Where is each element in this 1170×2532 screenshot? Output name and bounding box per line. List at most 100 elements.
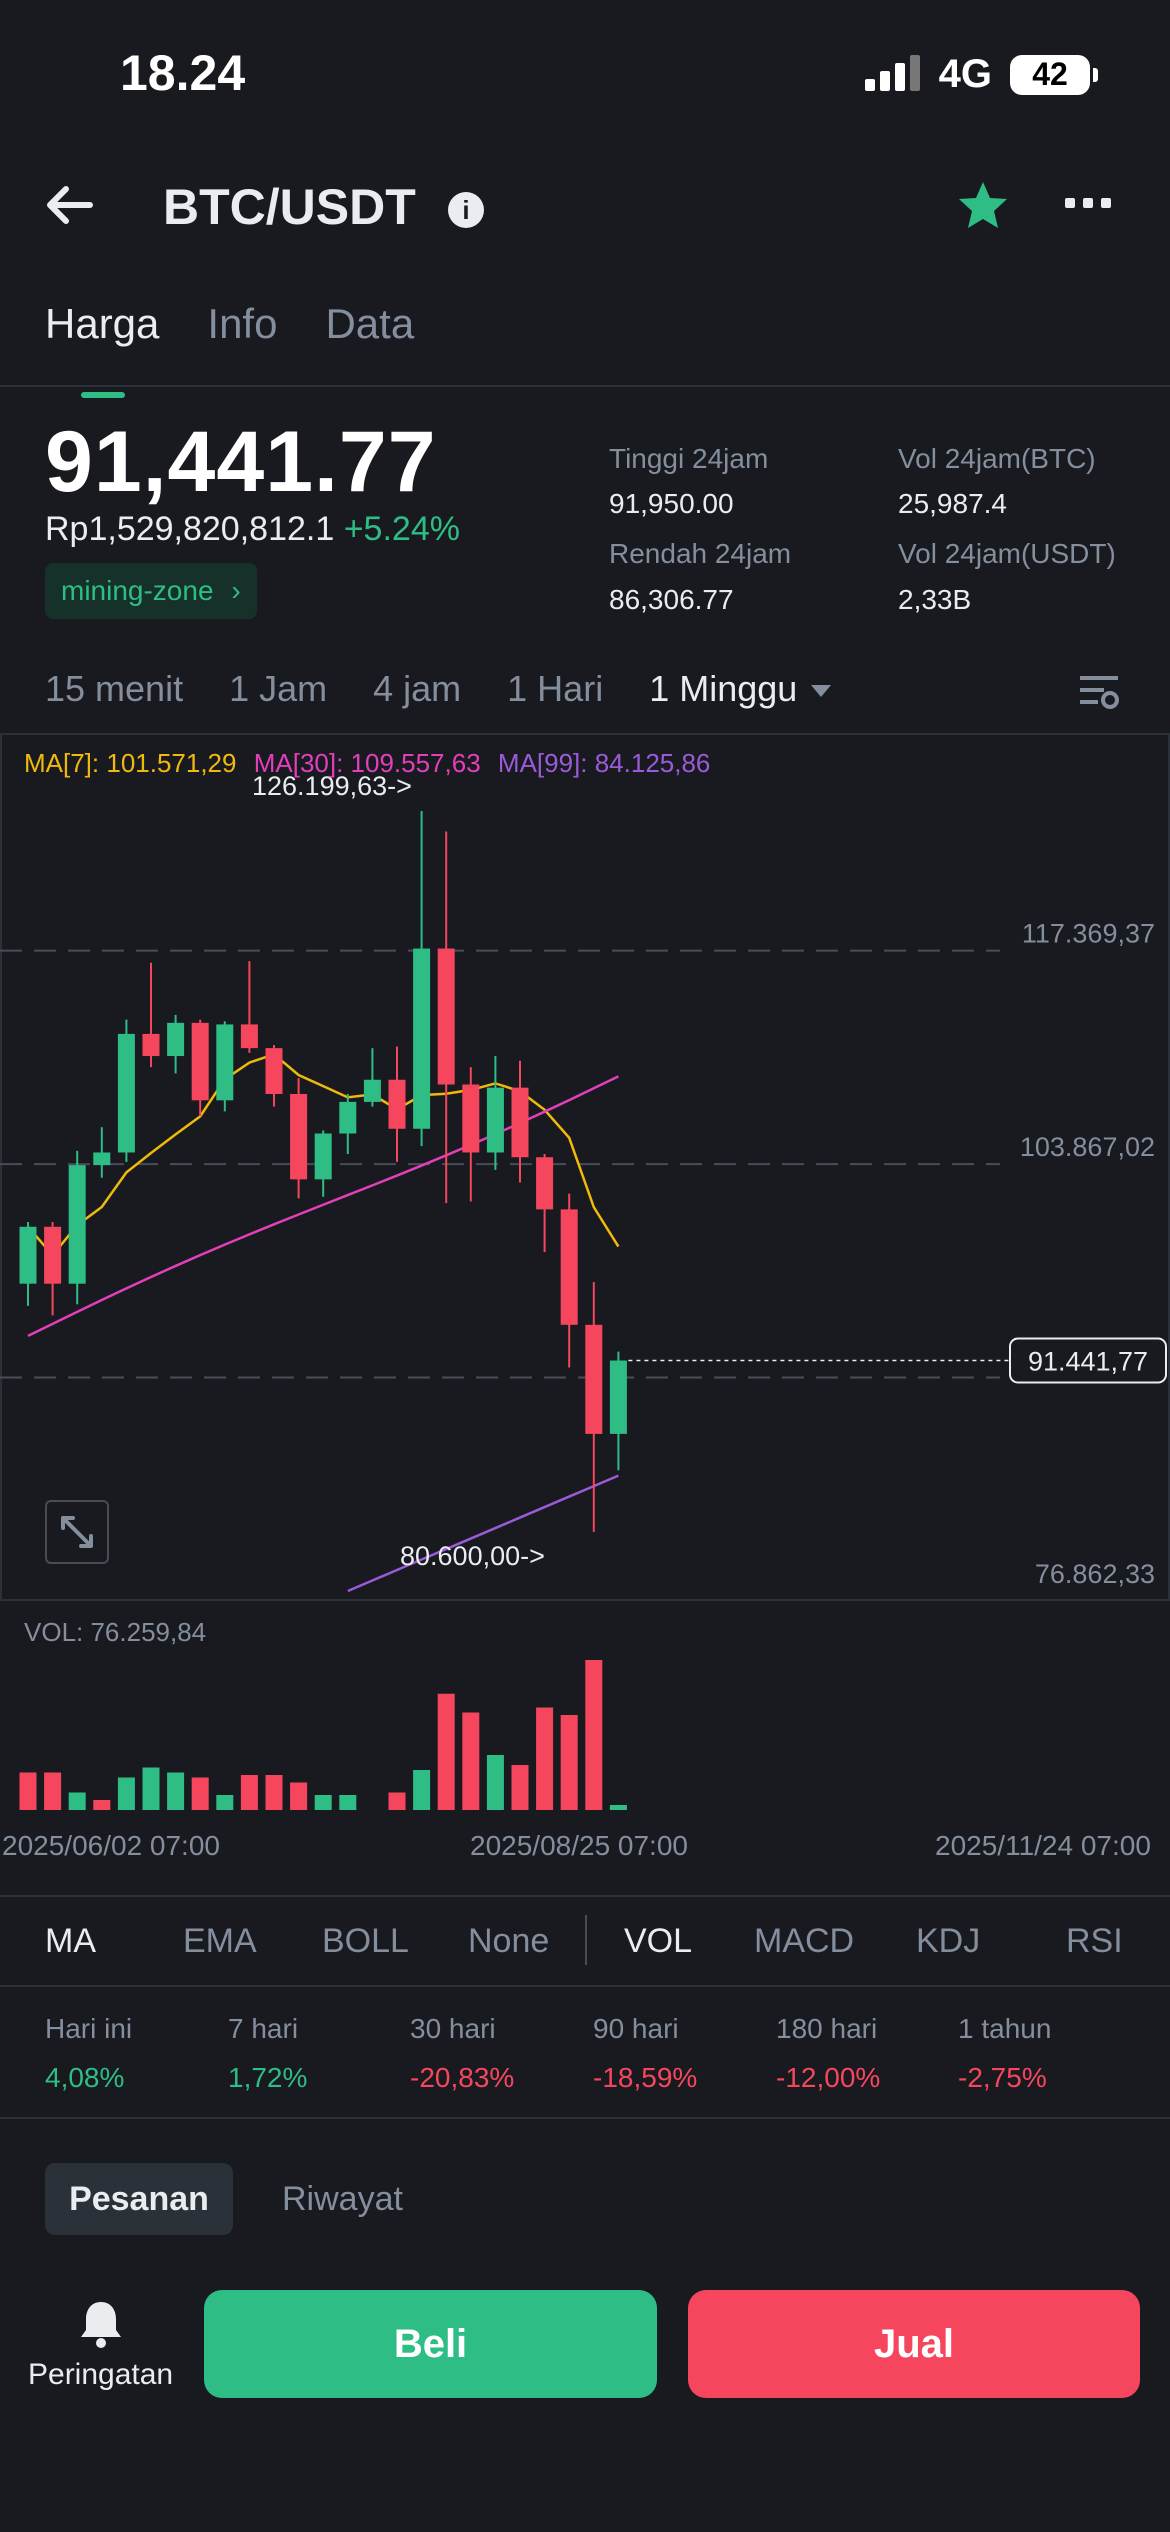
- volume-bar: [486, 1755, 504, 1810]
- y-axis-label: 76.862,33: [1035, 1559, 1155, 1589]
- indicator-vol[interactable]: VOL: [624, 1922, 693, 1960]
- network-type: 4G: [938, 52, 992, 96]
- volume-bar: [68, 1792, 86, 1810]
- indicator-none[interactable]: None: [468, 1922, 550, 1960]
- interval-selector: 15 menit 1 Jam 4 jam 1 Hari 1 Minggu: [45, 668, 832, 710]
- battery-icon: 42: [1010, 54, 1098, 95]
- candle-body: [265, 1048, 283, 1094]
- interval-1w-label: 1 Minggu: [649, 668, 798, 709]
- caret-down-icon: [811, 685, 832, 698]
- volume-bar: [536, 1707, 554, 1810]
- indicator-boll[interactable]: BOLL: [322, 1922, 409, 1960]
- expand-chart-icon[interactable]: [45, 1500, 109, 1564]
- x-label-mid: 2025/08/25 07:00: [470, 1830, 688, 1861]
- ma99-legend: MA[99]: 84.125,86: [497, 748, 711, 778]
- buy-button[interactable]: Beli: [204, 2290, 657, 2398]
- volume-bar: [585, 1660, 603, 1810]
- tab-harga[interactable]: Harga: [45, 300, 160, 398]
- status-time: 18.24: [120, 45, 246, 101]
- chart-overlay: 91.441,77 126.199,63-> 80.600,00->: [252, 771, 1167, 1571]
- interval-15m[interactable]: 15 menit: [45, 668, 184, 709]
- indicator-ma[interactable]: MA: [45, 1922, 96, 1960]
- volume-bar: [511, 1765, 529, 1810]
- candle-body: [44, 1226, 62, 1284]
- volume-bar: [413, 1770, 431, 1810]
- volume-bar: [437, 1693, 455, 1810]
- period-label-today: Hari ini: [45, 2013, 133, 2044]
- period-value-90d: -18,59%: [593, 2062, 698, 2093]
- tab-data[interactable]: Data: [325, 300, 415, 347]
- volume-bar: [44, 1772, 62, 1810]
- low-24h-label: Rendah 24jam: [609, 538, 792, 569]
- volume-bar: [167, 1772, 185, 1810]
- candle-body: [437, 948, 455, 1085]
- vol-btc-label: Vol 24jam(BTC): [898, 443, 1096, 474]
- favorite-star-icon[interactable]: [955, 178, 1011, 234]
- candle-body: [167, 1022, 185, 1057]
- current-price-box: [1009, 1337, 1167, 1384]
- interval-4h[interactable]: 4 jam: [373, 668, 462, 709]
- volume-bar: [560, 1715, 578, 1810]
- period-value-30d: -20,83%: [410, 2062, 515, 2093]
- candle-body: [609, 1360, 627, 1434]
- volume-bar: [93, 1800, 111, 1810]
- candle-body: [388, 1079, 406, 1129]
- volume-bar: [216, 1795, 234, 1810]
- candle-body: [142, 1033, 160, 1057]
- interval-1d[interactable]: 1 Hari: [507, 668, 604, 709]
- period-label-180d: 180 hari: [776, 2013, 878, 2044]
- tab-orders[interactable]: Pesanan: [45, 2163, 233, 2235]
- candle-body: [339, 1101, 357, 1134]
- tab-history[interactable]: Riwayat: [282, 2179, 403, 2218]
- status-indicators: 4G 42: [864, 52, 1098, 97]
- candle-body: [486, 1087, 504, 1153]
- candle-body: [462, 1084, 480, 1153]
- indicator-macd[interactable]: MACD: [754, 1922, 855, 1960]
- indicator-rsi[interactable]: RSI: [1066, 1922, 1123, 1960]
- vol-btc-value: 25,987.4: [898, 488, 1007, 519]
- ma99-line: [347, 1474, 619, 1593]
- chart-settings-icon[interactable]: [1078, 672, 1120, 712]
- interval-1h[interactable]: 1 Jam: [229, 668, 328, 709]
- low-marker: 80.600,00->: [400, 1541, 545, 1571]
- y-axis-label: 117.369,37: [1022, 919, 1155, 949]
- low-24h-value: 86,306.77: [609, 584, 734, 615]
- tab-info[interactable]: Info: [207, 300, 278, 347]
- vol-usdt-label: Vol 24jam(USDT): [898, 538, 1116, 569]
- candle-body: [560, 1209, 578, 1325]
- tabs-divider: [0, 385, 1170, 387]
- period-divider: [0, 2117, 1170, 2119]
- volume-bar: [117, 1777, 135, 1810]
- info-icon[interactable]: i: [448, 192, 484, 228]
- volume-bar: [265, 1775, 283, 1810]
- volume-chart: [19, 1660, 627, 1810]
- y-axis-label: 103.867,02: [1020, 1132, 1155, 1162]
- chevron-right-icon: ›: [231, 575, 241, 606]
- mining-zone-label: mining-zone: [61, 575, 214, 606]
- candle-body: [191, 1022, 209, 1101]
- bell-icon[interactable]: [75, 2298, 127, 2350]
- volume-bar: [314, 1795, 332, 1810]
- back-arrow-icon[interactable]: [40, 175, 100, 235]
- chart-grid: 117.369,37 103.867,02 76.862,33: [0, 733, 1170, 1601]
- x-label-start: 2025/06/02 07:00: [2, 1830, 220, 1861]
- indicator-kdj[interactable]: KDJ: [916, 1922, 981, 1960]
- volume-bar: [240, 1775, 258, 1810]
- ma30-legend: MA[30]: 109.557,63: [253, 748, 481, 778]
- volume-bar: [142, 1767, 160, 1810]
- candle-body: [314, 1133, 332, 1180]
- candle-body: [68, 1165, 86, 1284]
- candle-body: [536, 1157, 554, 1210]
- mining-zone-tag[interactable]: mining-zone ›: [45, 563, 257, 619]
- interval-1w[interactable]: 1 Minggu: [649, 668, 832, 710]
- candle-body: [413, 948, 431, 1129]
- sell-button[interactable]: Jual: [688, 2290, 1140, 2398]
- alert-label[interactable]: Peringatan: [28, 2358, 174, 2391]
- indicator-ema[interactable]: EMA: [183, 1922, 257, 1960]
- volume-bar: [388, 1792, 406, 1810]
- high-marker: 126.199,63->: [252, 771, 412, 801]
- volume-label: VOL: 76.259,84: [24, 1617, 207, 1647]
- more-options-icon[interactable]: [1065, 198, 1111, 208]
- volume-bar: [462, 1712, 480, 1810]
